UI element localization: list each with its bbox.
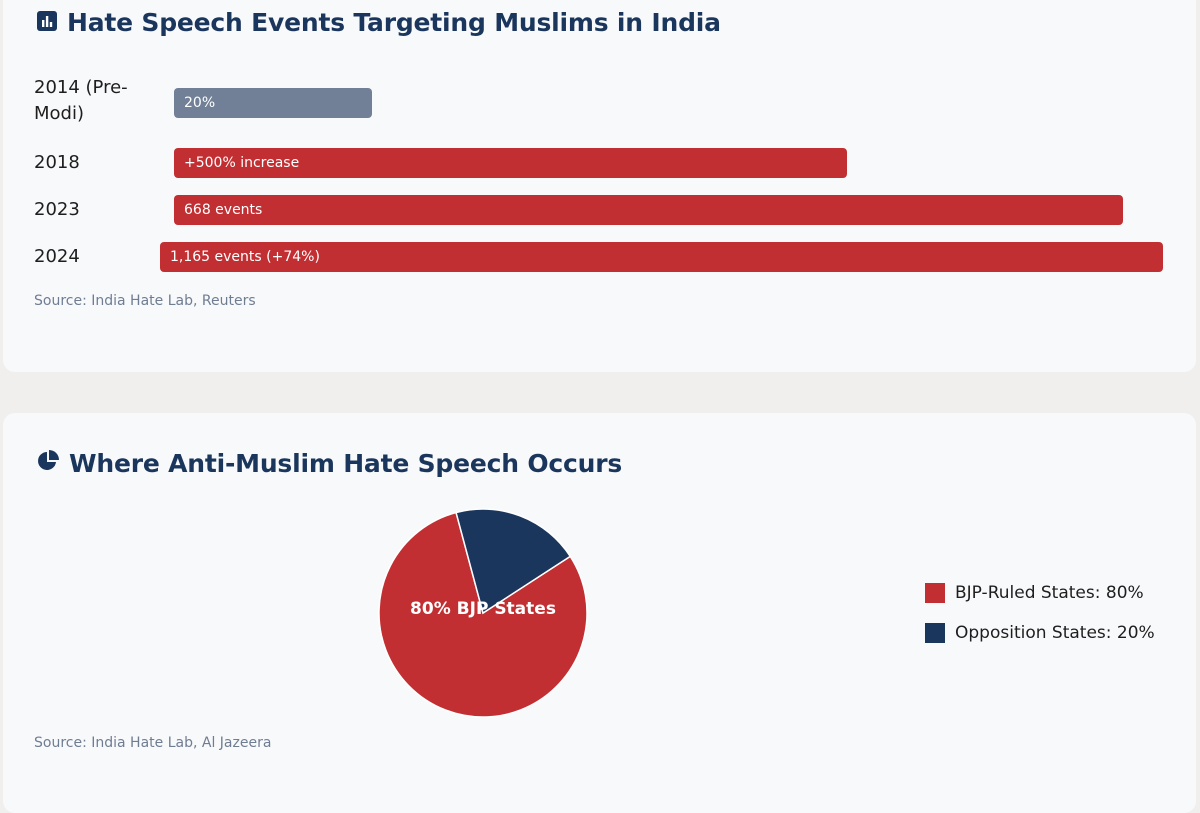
bar-category-label: 2018 [34, 152, 80, 173]
legend-swatch-opposition [925, 623, 945, 643]
bar-category-label: 2023 [34, 199, 80, 220]
bar-value-label: 668 events [184, 202, 263, 218]
bar-2018: +500% increase [174, 148, 847, 178]
legend-label: Opposition States: 20% [955, 623, 1155, 643]
pie-chart-title-text: Where Anti-Muslim Hate Speech Occurs [69, 449, 623, 478]
pie-chart [378, 508, 588, 718]
bar-2023: 668 events [174, 195, 1123, 225]
bar-value-label: 20% [184, 95, 216, 111]
bar-chart-icon [37, 8, 57, 37]
pie-chart-source: Source: India Hate Lab, Al Jazeera [34, 735, 272, 751]
pie-chart-title: Where Anti-Muslim Hate Speech Occurs [37, 449, 622, 478]
bar-chart-source: Source: India Hate Lab, Reuters [34, 293, 256, 309]
bar-chart-title-text: Hate Speech Events Targeting Muslims in … [67, 8, 721, 37]
legend-label: BJP-Ruled States: 80% [955, 583, 1144, 603]
legend-item-bjp: BJP-Ruled States: 80% [925, 581, 1155, 605]
pie-chart-card: Where Anti-Muslim Hate Speech Occurs 80%… [3, 413, 1196, 813]
pie-chart-icon [37, 449, 59, 478]
pie-center-label: 80% BJP States [410, 599, 556, 619]
bar-category-label: 2024 [34, 246, 80, 267]
bar-value-label: 1,165 events (+74%) [170, 249, 320, 265]
pie-slice-opposition-states [455, 508, 572, 615]
legend-item-opposition: Opposition States: 20% [925, 621, 1155, 645]
bar-value-label: +500% increase [184, 155, 300, 171]
pie-legend: BJP-Ruled States: 80% Opposition States:… [925, 581, 1155, 661]
bar-chart-card: Hate Speech Events Targeting Muslims in … [3, 0, 1196, 372]
bar-category-label: 2014 (Pre-Modi) [34, 77, 128, 124]
pie-slice-bjp-ruled-states [378, 511, 588, 718]
legend-swatch-bjp [925, 583, 945, 603]
bar-2014: 20% [174, 88, 372, 118]
bar-2024: 1,165 events (+74%) [160, 242, 1163, 272]
bar-chart-title: Hate Speech Events Targeting Muslims in … [37, 8, 721, 37]
